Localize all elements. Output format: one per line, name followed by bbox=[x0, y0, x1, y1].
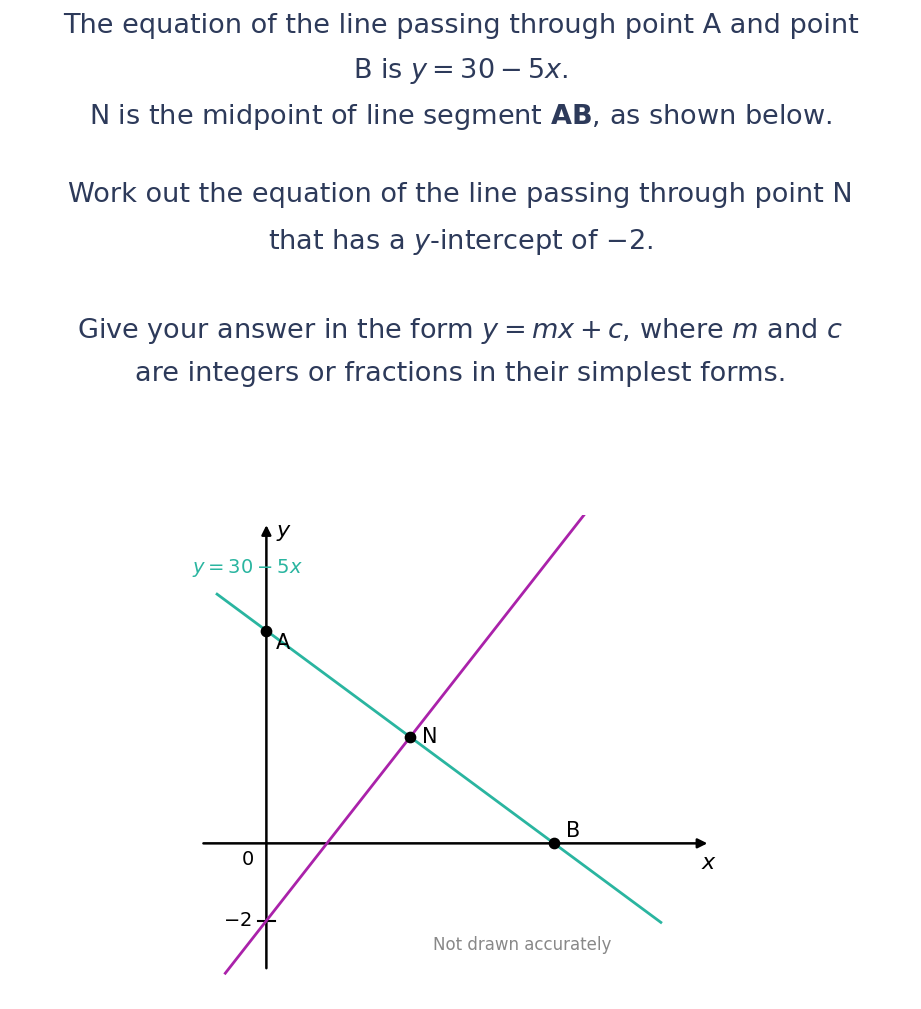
Text: The equation of the line passing through point A and point: The equation of the line passing through… bbox=[63, 13, 858, 39]
Point bbox=[402, 728, 417, 745]
Text: $x$: $x$ bbox=[701, 853, 717, 873]
Text: are integers or fractions in their simplest forms.: are integers or fractions in their simpl… bbox=[134, 361, 787, 387]
Text: $y = 30 - 5x$: $y = 30 - 5x$ bbox=[192, 557, 303, 579]
Point bbox=[547, 835, 562, 852]
Text: N is the midpoint of line segment $\mathbf{AB}$, as shown below.: N is the midpoint of line segment $\math… bbox=[88, 102, 833, 131]
Text: Work out the equation of the line passing through point N: Work out the equation of the line passin… bbox=[68, 182, 853, 208]
Text: $y$: $y$ bbox=[276, 523, 292, 543]
Text: Give your answer in the form $y = mx + c$, where $m$ and $c$: Give your answer in the form $y = mx + c… bbox=[77, 316, 844, 345]
Text: B is $y = 30 - 5x$.: B is $y = 30 - 5x$. bbox=[353, 57, 568, 86]
Text: B: B bbox=[565, 821, 580, 842]
Text: $-2$: $-2$ bbox=[223, 911, 251, 930]
Text: that has a $y$-intercept of $-2$.: that has a $y$-intercept of $-2$. bbox=[268, 227, 653, 257]
Point bbox=[259, 623, 274, 639]
Text: N: N bbox=[422, 727, 437, 747]
Text: A: A bbox=[276, 633, 290, 653]
Text: Not drawn accurately: Not drawn accurately bbox=[433, 935, 612, 954]
Text: 0: 0 bbox=[242, 851, 254, 870]
